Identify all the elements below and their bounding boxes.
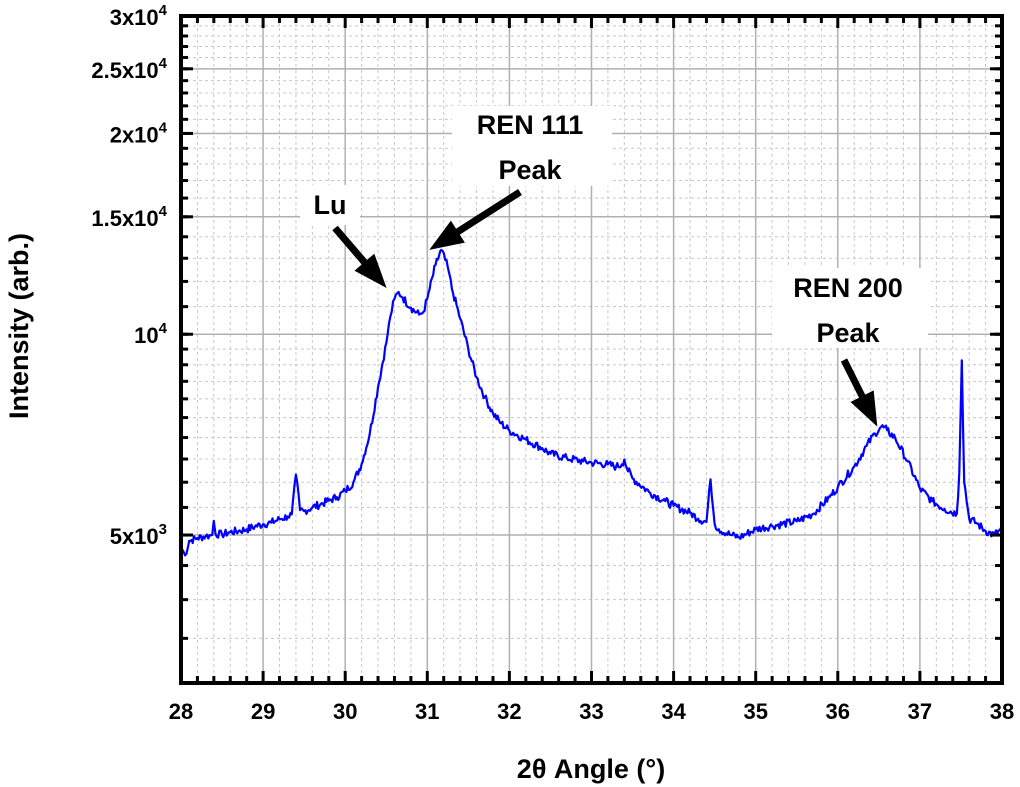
annot-ren200-bg — [772, 268, 928, 348]
annot-ren200-line1: REN 200 — [793, 273, 903, 303]
x-axis-title: 2θ Angle (°) — [517, 754, 665, 784]
x-tick-label: 36 — [826, 699, 850, 724]
y-axis-title: Intensity (arb.) — [4, 233, 34, 419]
y-tick-label: 2x104 — [110, 119, 168, 147]
y-tick-label: 2.5x104 — [91, 55, 167, 83]
series-line — [180, 248, 1003, 557]
y-tick-label: 1.5x104 — [91, 203, 167, 231]
x-tick-label: 30 — [333, 699, 357, 724]
y-tick-label: 104 — [134, 320, 167, 348]
annot-ren111-bg — [452, 106, 612, 186]
major-grid — [181, 16, 1002, 683]
y-axis-ticks: 5x103 104 1.5x104 2x104 2.5x104 3x104 — [91, 2, 1002, 685]
x-tick-label: 29 — [251, 699, 275, 724]
annotation-arrow-icon — [429, 189, 522, 250]
x-tick-label: 33 — [579, 699, 603, 724]
annot-ren111-line2: Peak — [498, 155, 562, 185]
data-series — [180, 248, 1003, 557]
annot-ren111-line1: REN 111 — [477, 110, 584, 140]
x-tick-label: 35 — [743, 699, 767, 724]
y-tick-label: 5x103 — [110, 521, 167, 549]
y-tick-label: 3x104 — [110, 2, 168, 30]
annotation-arrow-icon — [332, 225, 387, 288]
x-tick-label: 31 — [415, 699, 439, 724]
x-tick-label: 28 — [169, 699, 193, 724]
x-tick-label: 34 — [661, 699, 686, 724]
annotation-arrows — [332, 189, 878, 427]
x-tick-label: 37 — [908, 699, 932, 724]
annot-lu-bg — [300, 185, 360, 225]
x-tick-label: 32 — [497, 699, 521, 724]
x-axis-ticks: 28 29 30 31 32 33 34 35 36 37 38 — [169, 16, 1014, 724]
annot-ren200-line2: Peak — [816, 318, 880, 348]
x-tick-label: 38 — [990, 699, 1014, 724]
annot-lu-label: Lu — [314, 190, 347, 220]
annotations: Lu REN 111 Peak REN 200 Peak — [300, 106, 928, 427]
annotation-arrow-icon — [840, 358, 878, 427]
